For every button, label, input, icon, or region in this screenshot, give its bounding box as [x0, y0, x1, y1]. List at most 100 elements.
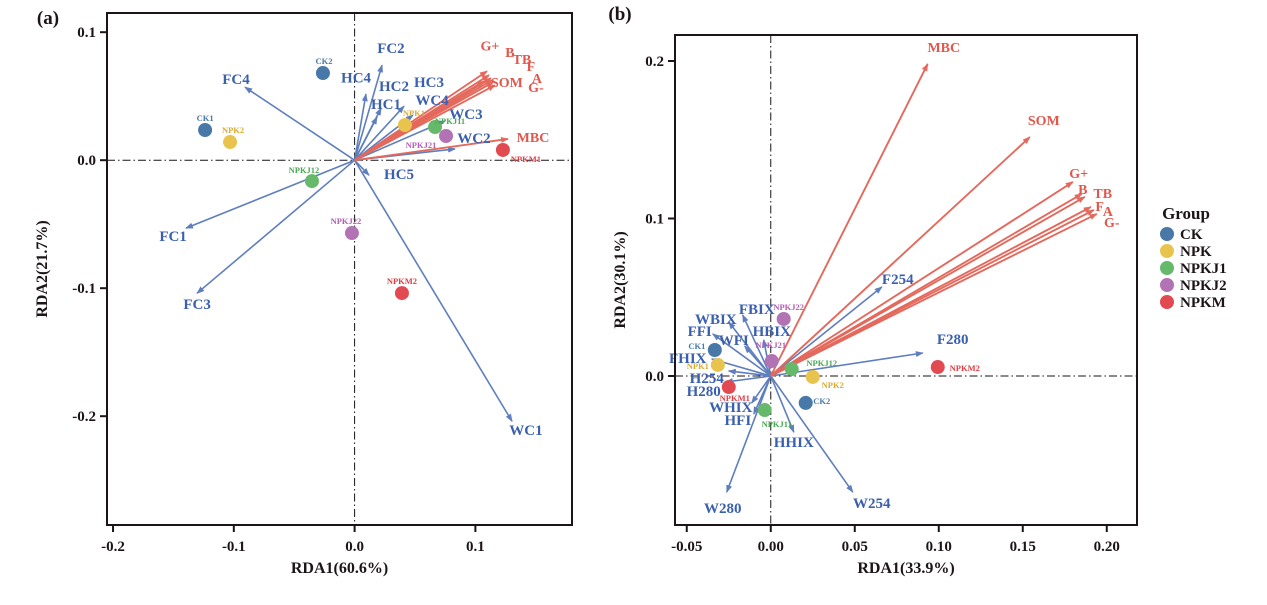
- x-tick-label-0-2: -0.2: [101, 539, 125, 555]
- arrow-label-fhix: FHIX: [669, 351, 707, 367]
- arrow-label-wc4: WC4: [415, 93, 449, 109]
- arrow-label-g: G+: [1069, 167, 1088, 182]
- sample-point-ck1: [707, 343, 722, 358]
- arrow-label-mbc: MBC: [927, 41, 960, 56]
- arrow-label-fc1: FC1: [159, 229, 187, 245]
- arrow-tb: [770, 196, 1086, 377]
- arrow-label-wbix: WBIX: [695, 312, 737, 328]
- legend-dot-npkm: [1160, 295, 1174, 309]
- arrow-label-wc2: WC2: [457, 131, 490, 147]
- sample-label-ck1: CK1: [197, 113, 214, 123]
- x-tick-label-0-10: 0.10: [926, 539, 952, 555]
- x-tick-label-0-15: 0.15: [1010, 539, 1036, 555]
- arrow-label-fc2: FC2: [377, 41, 405, 57]
- arrow-g: [354, 84, 496, 162]
- x-axis-title: RDA1(33.9%): [857, 560, 954, 577]
- arrow-label-g: G+: [481, 39, 500, 54]
- arrow-hc3: [354, 105, 405, 161]
- arrow-label-g: G-: [1104, 216, 1120, 231]
- arrow-label-tb: TB: [513, 53, 532, 68]
- sample-point-npkm1: [721, 380, 736, 395]
- arrow-label-ffi: FFI: [688, 324, 712, 340]
- arrow-label-b: B: [1078, 183, 1087, 198]
- arrow-label-fbix: FBIX: [739, 302, 775, 318]
- sample-point-npk1: [397, 118, 412, 132]
- sample-label-npk2: NPK2: [222, 125, 244, 135]
- y-tick-label-0-1: 0.1: [645, 211, 664, 227]
- arrow-label-hbix: HBIX: [753, 324, 792, 340]
- legend-label-npkj1: NPKJ1: [1180, 261, 1227, 277]
- legend-title: Group: [1162, 204, 1210, 223]
- arrow-fc4: [244, 86, 356, 161]
- sample-point-npkj11: [757, 403, 772, 418]
- y-tick-label-0-1: 0.1: [77, 25, 96, 41]
- sample-point-ck1: [198, 122, 213, 137]
- arrow-label-hfi: HFI: [724, 413, 751, 429]
- sample-label-npkj11: NPKJ11: [762, 419, 792, 429]
- sample-point-npkj12: [304, 174, 319, 189]
- arrow-label-hhix: HHIX: [774, 435, 814, 451]
- arrow-label-wfi: WFI: [719, 333, 749, 349]
- sample-point-npkm2: [394, 286, 409, 301]
- legend-label-npkj2: NPKJ2: [1180, 278, 1227, 294]
- arrow-whix: [751, 375, 772, 404]
- y-tick-label-0-0: 0.0: [77, 153, 96, 169]
- arrow-mbc: [769, 63, 929, 377]
- sample-point-npk2: [223, 135, 238, 150]
- sample-label-npkj22: NPKJ22: [331, 216, 362, 226]
- sample-label-npkj11: NPKJ11: [435, 116, 465, 126]
- arrow-label-hc5: HC5: [384, 167, 414, 183]
- arrow-label-w280: W280: [704, 501, 742, 517]
- arrow-label-tb: TB: [1093, 187, 1112, 202]
- sample-point-npkj21: [439, 129, 454, 144]
- arrow-som: [354, 80, 485, 162]
- y-tick-label-0-2: 0.2: [645, 54, 664, 70]
- panel-letter-b: (b): [608, 4, 631, 25]
- sample-label-npk2: NPK2: [822, 380, 844, 390]
- arrow-wfi: [744, 345, 772, 377]
- arrow-h254: [727, 368, 771, 377]
- sample-point-npk1: [710, 357, 725, 372]
- sample-label-npkm1: NPKM1: [720, 393, 750, 403]
- arrow-w254: [770, 375, 854, 493]
- arrow-fc3: [196, 159, 356, 294]
- arrow-label-w254: W254: [853, 496, 891, 512]
- arrow-label-h254: H254: [690, 371, 725, 387]
- legend-label-npk: NPK: [1180, 244, 1212, 260]
- sample-label-npkm1: NPKM1: [511, 154, 541, 164]
- arrow-label-g: G-: [528, 81, 544, 96]
- y-tick-label-0-1: -0.1: [72, 281, 96, 297]
- arrow-label-f: F: [1095, 200, 1104, 215]
- panel-a: CK1 NPK2 CK2 NPK1 NPKJ11 NPKJ21 NPKM1 NPKJ12 NPK…: [34, 8, 573, 577]
- arrow-hhix: [770, 375, 795, 433]
- sample-point-ck2: [315, 66, 330, 81]
- sample-point-npkj11: [428, 120, 443, 135]
- arrow-ffi: [711, 333, 772, 377]
- arrow-label-wc1: WC1: [509, 423, 542, 439]
- sample-label-npkj22: NPKJ22: [773, 302, 804, 312]
- arrow-label-hc2: HC2: [379, 79, 409, 95]
- arrow-label-hc3: HC3: [414, 75, 444, 91]
- arrow-hc1: [353, 116, 378, 161]
- x-tick-label-0-0: 0.0: [345, 539, 364, 555]
- sample-label-npkj12: NPKJ12: [289, 165, 320, 175]
- sample-label-npkj21: NPKJ21: [406, 140, 437, 150]
- arrow-g: [770, 181, 1074, 377]
- sample-point-ck2: [798, 395, 813, 410]
- y-tick-label-0-0: 0.0: [645, 369, 664, 385]
- arrow-label-a: A: [532, 72, 543, 87]
- panel-letter-a: (a): [37, 8, 59, 29]
- y-axis-title: RDA2(21.7%): [34, 220, 51, 317]
- arrow-label-b: B: [505, 46, 514, 61]
- arrow-wc1: [353, 159, 513, 423]
- y-tick-label-0-2: -0.2: [72, 409, 96, 425]
- sample-point-npk2: [805, 369, 820, 384]
- sample-label-npkm2: NPKM2: [950, 363, 980, 373]
- sample-label-ck2: CK2: [813, 396, 830, 406]
- sample-label-ck1: CK1: [688, 341, 705, 351]
- x-tick-label-0-05: 0.05: [842, 539, 868, 555]
- sample-point-npkm1: [495, 142, 510, 157]
